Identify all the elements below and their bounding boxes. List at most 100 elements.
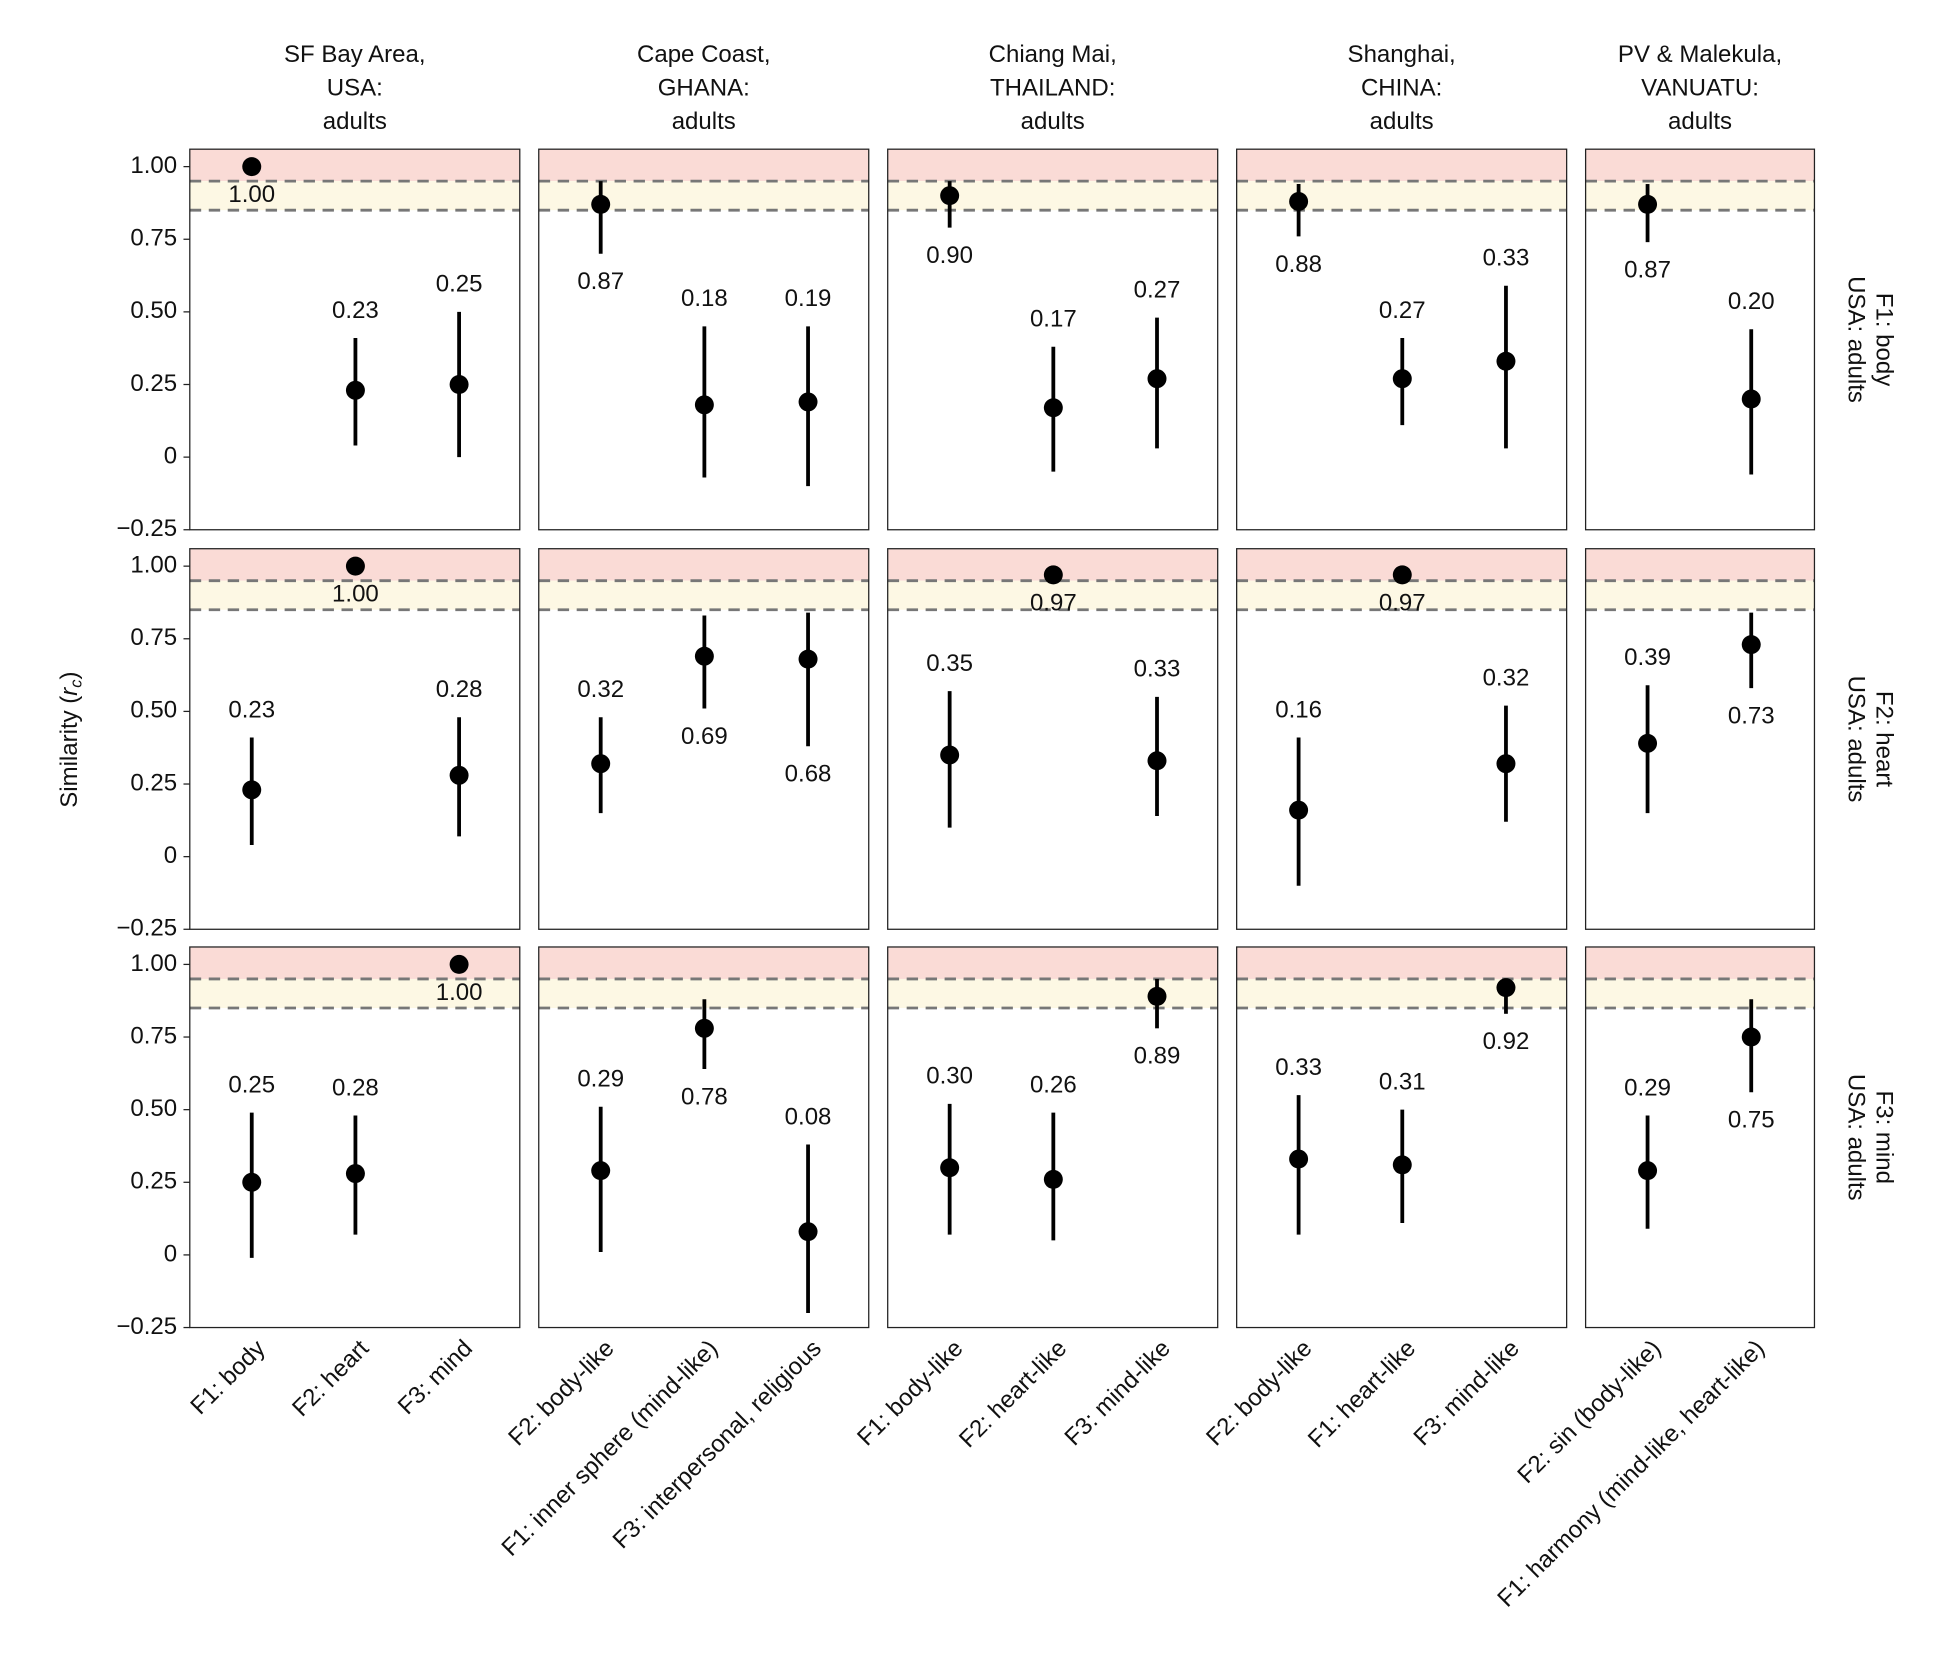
y-label-var: r [56,687,83,696]
y-tick-label: 0.50 [130,1095,177,1122]
row-title: USA: adults [1843,1074,1870,1201]
y-tick-label: 0 [164,442,177,469]
row-title: USA: adults [1843,676,1870,803]
point [449,375,469,394]
column-title: PV & Malekula, [1618,41,1782,68]
column-title: adults [1668,108,1732,135]
value-label: 0.33 [1483,245,1530,272]
reference-band [538,181,869,211]
reference-band [1585,946,1815,979]
row-title: F3: mind [1870,1091,1897,1184]
value-label: 0.89 [1134,1043,1181,1070]
column-title: adults [1021,108,1085,135]
panel-frame [887,946,1219,1329]
x-tick-label: F3: mind-like [1060,1335,1176,1451]
point [1496,351,1516,371]
column-title: adults [1370,108,1434,135]
x-tick-label: F2: heart-like [954,1335,1072,1453]
point [1638,1161,1658,1181]
y-tick-label: 1.00 [130,551,177,578]
point [1638,194,1658,214]
value-label: 0.20 [1728,288,1775,315]
value-label: 1.00 [436,979,483,1006]
panel-frame [189,946,521,1329]
x-tick-label: F2: body-like [1201,1335,1317,1451]
point [591,754,611,774]
point [1392,565,1412,585]
reference-band [538,548,869,581]
panel-frame [538,946,870,1329]
value-label: 0.28 [436,676,483,703]
value-label: 0.23 [332,297,379,324]
value-label: 0.33 [1275,1054,1322,1081]
value-label: 0.73 [1728,703,1775,730]
panel-frame [1584,148,1816,531]
value-label: 0.26 [1030,1071,1077,1098]
value-label: 0.25 [228,1071,275,1098]
column-title: USA: [327,74,383,101]
column-title: THAILAND: [990,74,1115,101]
x-tick-label: F3: mind [393,1335,478,1420]
y-tick-label: 0.25 [130,769,177,796]
reference-band [1585,548,1815,581]
point [449,954,469,974]
point [1289,800,1309,820]
column-title: VANUATU: [1641,74,1759,101]
point [242,1172,262,1192]
point [1638,733,1658,753]
point [940,1158,960,1178]
reference-band [189,946,520,979]
column-title: SF Bay Area, [284,41,426,68]
value-label: 0.27 [1134,276,1181,303]
value-label: 0.97 [1030,589,1077,616]
value-label: 0.35 [926,650,973,677]
x-tick-label: F1: body-like [852,1335,968,1451]
panel-frame [887,548,1219,930]
x-tick-label: F2: heart [287,1335,374,1422]
point [1392,369,1412,389]
panel-frame [1584,946,1816,1329]
reference-band [887,946,1218,979]
reference-band [1585,181,1815,211]
panel-frame [1236,148,1568,531]
value-label: 0.25 [436,271,483,298]
x-tick-label: F1: inner sphere (mind-like) [496,1335,723,1562]
value-label: 0.92 [1483,1028,1530,1055]
point [694,1018,714,1038]
point [798,392,818,412]
reference-band [538,149,869,182]
point [1043,1169,1063,1189]
reference-band [1236,946,1567,979]
reference-band [1236,978,1567,1008]
value-label: 0.29 [1624,1074,1671,1101]
point [345,556,365,576]
value-label: 0.69 [681,723,728,750]
reference-band [189,580,520,610]
point [1043,565,1063,585]
reference-band [887,580,1218,610]
y-tick-label: 1.00 [130,152,177,179]
y-label-sub: c [68,679,86,688]
y-tick-label: 0.25 [130,370,177,397]
point [345,380,365,400]
value-label: 0.17 [1030,306,1077,333]
x-tick-label: F1: body [185,1335,270,1420]
panel-frame [538,548,870,930]
column-title: GHANA: [658,74,750,101]
y-tick-label: 0 [164,842,177,869]
point [1289,1149,1309,1169]
column-title: Chiang Mai, [989,41,1117,68]
point [591,1161,611,1181]
value-label: 0.88 [1275,251,1322,278]
point [694,395,714,415]
point [1392,1155,1412,1175]
x-tick-label: F1: heart-like [1303,1335,1421,1453]
value-label: 0.90 [926,242,973,269]
reference-band [1585,149,1815,182]
y-tick-label: −0.25 [116,515,177,542]
panel-frame [1236,946,1568,1329]
value-label: 0.23 [228,696,275,723]
column-title: adults [323,108,387,135]
row-title: F1: body [1870,293,1897,386]
